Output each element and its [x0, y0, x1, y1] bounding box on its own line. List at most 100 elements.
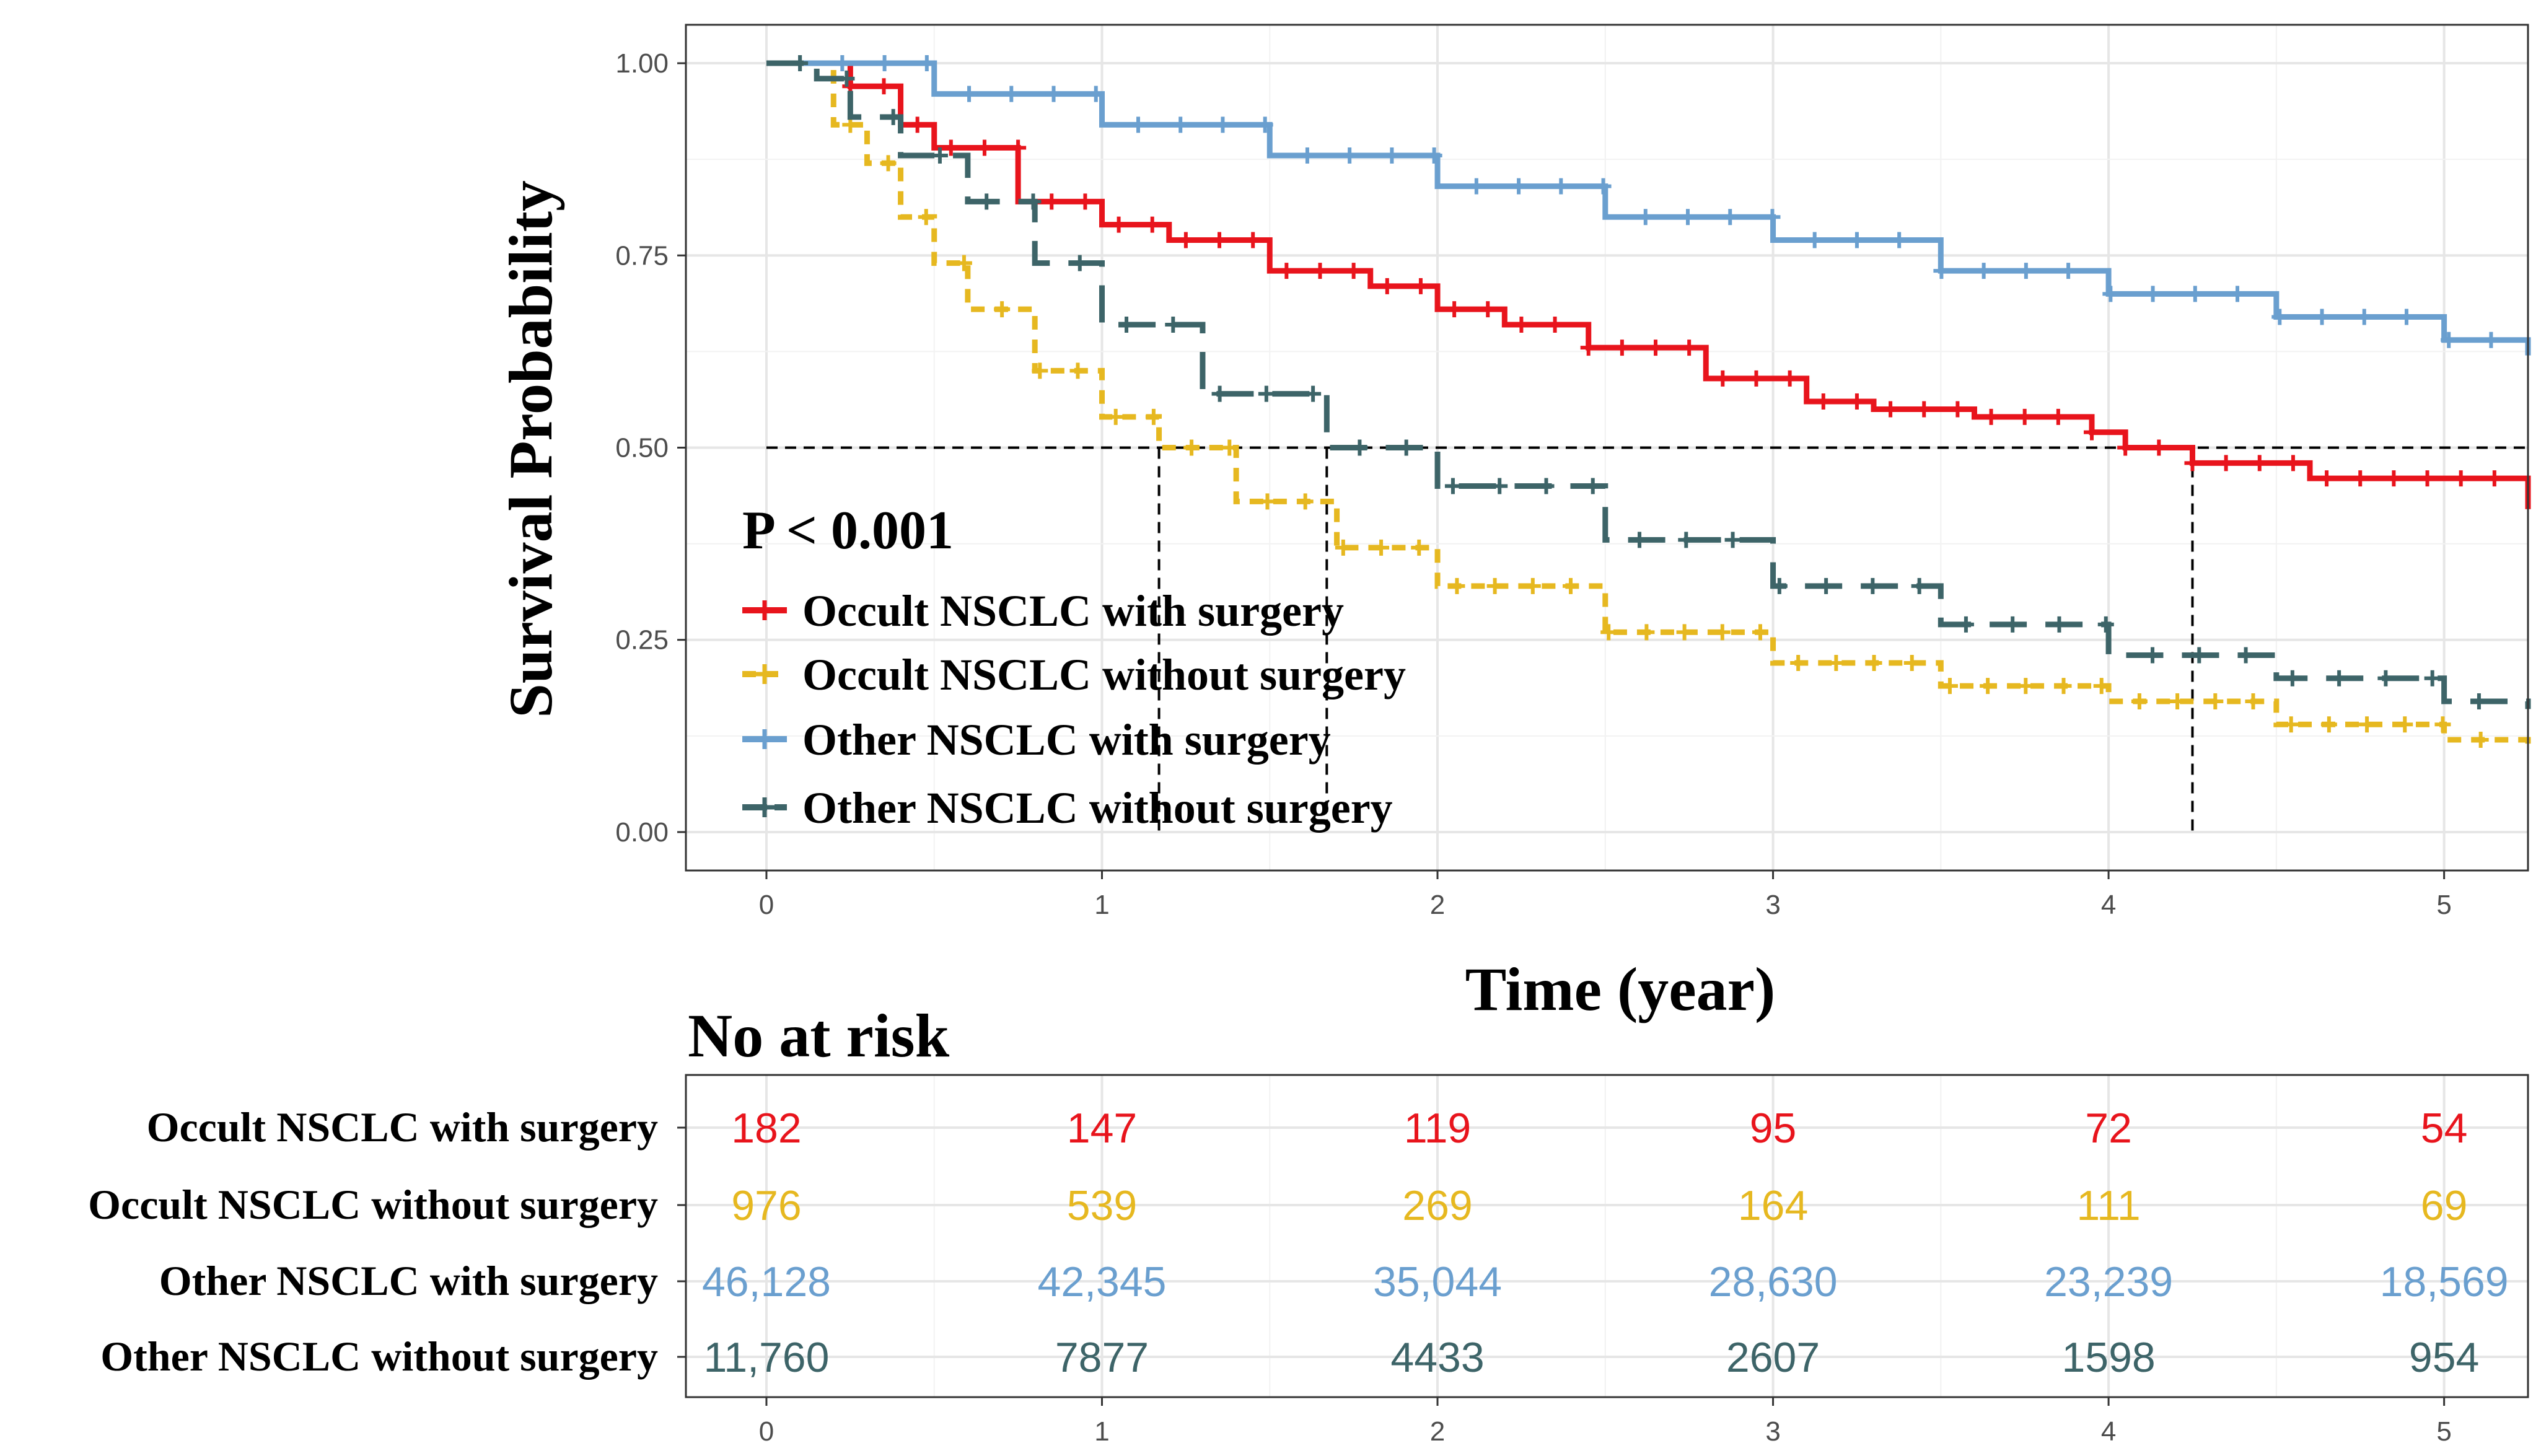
censor-mark	[1444, 478, 1461, 494]
censor-mark	[909, 116, 926, 133]
censor-mark	[931, 147, 948, 164]
censor-mark	[1258, 385, 1275, 402]
censor-mark	[1071, 255, 1088, 271]
censor-mark	[2184, 455, 2201, 471]
risk-row-label: Other NSCLC without surgery	[100, 1333, 658, 1380]
censor-mark	[2151, 439, 2167, 456]
risk-row-label: Other NSCLC with surgery	[159, 1257, 658, 1304]
censor-mark	[1975, 263, 1992, 279]
risk-table-row-labels: Occult NSCLC with surgery Occult NSCLC wi…	[88, 1103, 686, 1380]
censor-mark	[1933, 263, 1950, 279]
censor-mark	[1681, 340, 1698, 356]
risk-count: 182	[731, 1105, 801, 1152]
censor-mark	[2004, 616, 2021, 633]
censor-mark	[942, 139, 959, 156]
censor-mark	[1032, 362, 1048, 379]
risk-x-tick-label: 0	[759, 1416, 774, 1447]
censor-mark	[1848, 393, 1865, 410]
risk-x-tick-label: 4	[2101, 1416, 2116, 1447]
censor-mark	[2093, 678, 2110, 695]
censor-mark	[1949, 401, 1966, 418]
x-axis-title: Time (year)	[1465, 955, 1776, 1024]
risk-table-title: No at risk	[688, 1001, 950, 1070]
risk-count: 7877	[1055, 1334, 1149, 1381]
censor-mark	[1177, 232, 1194, 248]
risk-count: 119	[1404, 1105, 1471, 1152]
censor-mark	[1183, 439, 1200, 456]
censor-mark	[1398, 439, 1415, 456]
x-tick-label: 3	[1765, 890, 1780, 920]
censor-mark	[1916, 401, 1933, 418]
censor-mark	[2102, 286, 2119, 302]
censor-mark	[1866, 654, 1882, 671]
risk-table-x-axis: 0 1 2 3 4 5	[759, 1397, 2452, 1447]
risk-count: 35,044	[1373, 1258, 1502, 1305]
censor-mark	[1771, 577, 1788, 594]
censor-mark	[1341, 147, 1358, 164]
censor-mark	[1748, 370, 1765, 387]
censor-mark	[1257, 116, 1273, 133]
censor-mark	[2050, 408, 2066, 425]
censor-mark	[2398, 309, 2415, 325]
censor-mark	[2271, 309, 2288, 325]
censor-mark	[2483, 331, 2499, 348]
censor-mark	[1211, 232, 1228, 248]
risk-count: 18,569	[2380, 1258, 2509, 1305]
censor-mark	[978, 193, 995, 210]
censor-mark	[2051, 616, 2068, 633]
censor-mark	[1580, 340, 1597, 356]
censor-mark	[1553, 178, 1569, 195]
censor-mark	[2397, 716, 2413, 733]
censor-mark	[2486, 470, 2503, 487]
censor-mark	[1145, 408, 1162, 425]
legend: Occult NSCLC with surgery Occult NSCLC wi…	[742, 586, 1406, 833]
x-tick-label: 0	[759, 890, 774, 920]
censor-mark	[1511, 178, 1527, 195]
censor-mark	[1449, 577, 1465, 594]
censor-mark	[2434, 716, 2451, 733]
censor-mark	[1345, 263, 1362, 279]
risk-count: 539	[1067, 1182, 1137, 1229]
censor-mark	[918, 55, 935, 72]
censor-mark	[1412, 278, 1429, 294]
censor-mark	[1806, 232, 1823, 248]
risk-table-grid	[686, 1075, 2528, 1397]
censor-mark	[1903, 654, 1920, 671]
censor-mark	[2060, 263, 2077, 279]
censor-mark	[1214, 116, 1231, 133]
censor-mark	[1781, 370, 1798, 387]
survival-curve-line	[817, 60, 2531, 748]
censor-mark	[2359, 716, 2376, 733]
censor-mark	[1631, 532, 1648, 548]
censor-mark	[2377, 670, 2394, 686]
censor-mark	[1379, 278, 1395, 294]
censor-mark	[2017, 678, 2034, 695]
x-tick-label: 1	[1094, 890, 1109, 920]
censor-mark	[1882, 401, 1899, 418]
censor-mark	[1714, 624, 1731, 641]
censor-mark	[1828, 654, 1845, 671]
risk-count: 2607	[1726, 1334, 1820, 1381]
censor-mark	[1107, 408, 1124, 425]
censor-mark	[1722, 209, 1739, 226]
legend-censor-swatch	[755, 664, 775, 684]
censor-mark	[1211, 385, 1228, 402]
censor-mark	[1547, 316, 1563, 333]
survival-curve-line	[766, 60, 2531, 709]
censor-mark	[1818, 577, 1835, 594]
censor-mark	[2284, 670, 2301, 686]
censor-mark	[1373, 539, 1390, 556]
p-value-label: P < 0.001	[742, 501, 954, 561]
censor-mark	[1584, 478, 1601, 494]
censor-mark	[1678, 532, 1695, 548]
censor-mark	[2144, 647, 2161, 664]
legend-label: Other NSCLC without surgery	[802, 783, 1393, 833]
risk-count: 954	[2409, 1334, 2479, 1381]
censor-mark	[1077, 193, 1094, 210]
censor-mark	[2218, 455, 2234, 471]
risk-count: 72	[2085, 1105, 2132, 1152]
legend-label: Other NSCLC with surgery	[802, 715, 1331, 765]
y-tick-label: 1.00	[615, 48, 669, 79]
censor-mark	[2472, 732, 2489, 748]
